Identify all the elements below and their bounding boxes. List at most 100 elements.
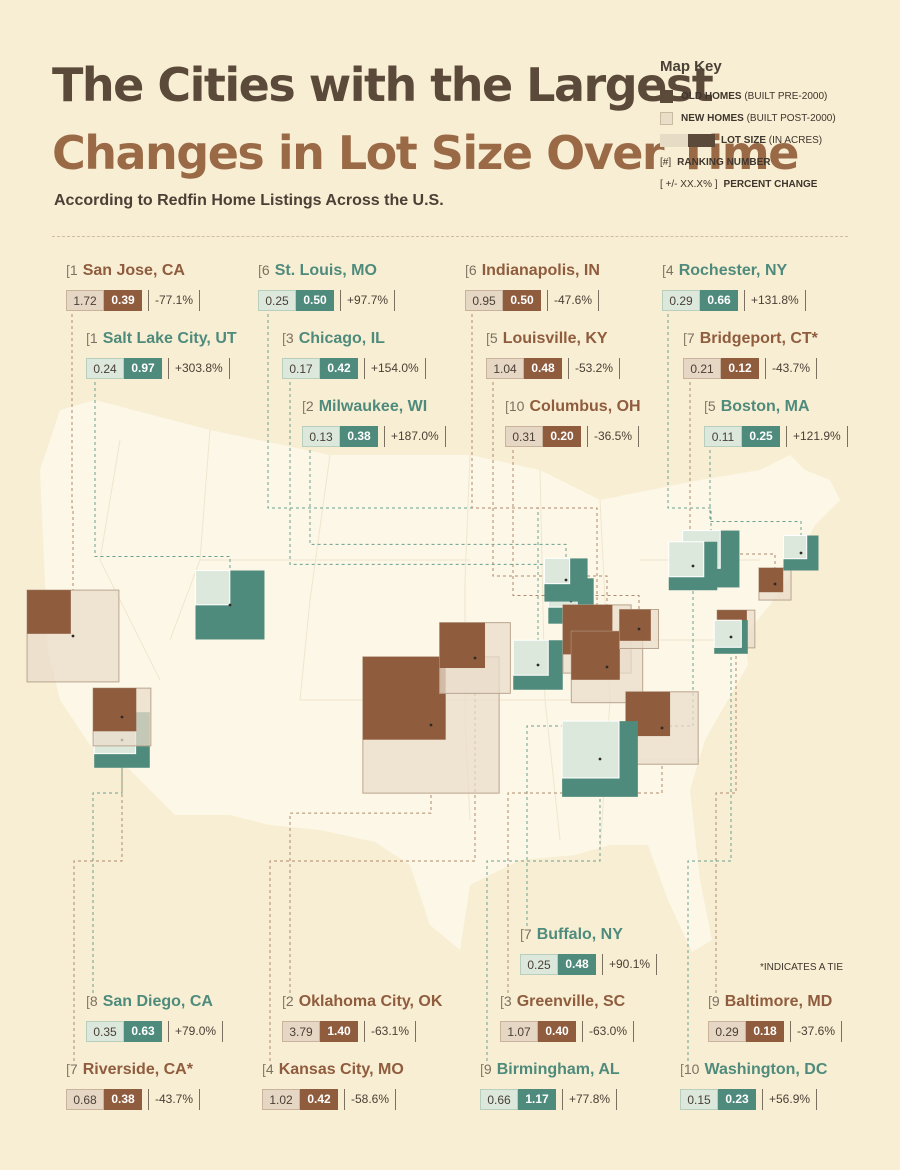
key-old-sub: (BUILT PRE-2000) — [744, 90, 828, 102]
rank-number: [2 — [302, 398, 314, 414]
percent-change: +187.0% — [384, 426, 446, 447]
marker-inner-square — [561, 720, 620, 779]
rank-number: [8 — [86, 993, 98, 1009]
lot-size-values: 1.02 0.42 -58.6% — [262, 1089, 404, 1110]
city-dot — [429, 723, 433, 727]
lot-size-values: 3.79 1.40 -63.1% — [282, 1021, 442, 1042]
city-name: [1 San Jose, CA — [66, 262, 200, 284]
old-lot-size: 0.15 — [680, 1089, 718, 1110]
city-dot — [564, 578, 568, 582]
leader-st-louis — [267, 308, 539, 641]
percent-change: -63.1% — [364, 1021, 417, 1042]
lot-size-values: 0.13 0.38 +187.0% — [302, 426, 446, 447]
new-lot-size: 0.63 — [124, 1021, 162, 1042]
city-label-san-diego: [8 San Diego, CA 0.35 0.63 +79.0% — [86, 993, 224, 1042]
leader-indianapolis — [471, 308, 598, 605]
marker-inner-square — [93, 688, 137, 732]
city-name-text: Chicago, IL — [298, 330, 385, 347]
lot-size-values: 0.35 0.63 +79.0% — [86, 1021, 224, 1042]
old-lot-size: 0.11 — [704, 426, 742, 447]
old-lot-size: 0.66 — [480, 1089, 518, 1110]
leader-salt-lake-city — [94, 376, 231, 571]
rank-number: [1 — [86, 330, 98, 346]
percent-change: -47.6% — [547, 290, 600, 311]
lot-size-swatch — [660, 133, 715, 147]
lot-size-values: 0.29 0.66 +131.8% — [662, 290, 806, 311]
city-name: [2 Oklahoma City, OK — [282, 993, 442, 1015]
city-name-text: San Jose, CA — [82, 262, 185, 279]
leader-columbus — [512, 444, 640, 610]
city-name: [3 Greenville, SC — [500, 993, 634, 1015]
rank-number: [7 — [66, 1061, 78, 1077]
old-lot-size: 1.72 — [66, 290, 104, 311]
city-label-baltimore: [9 Baltimore, MD 0.29 0.18 -37.6% — [708, 993, 843, 1042]
city-label-buffalo: [7 Buffalo, NY 0.25 0.48 +90.1% — [520, 926, 658, 975]
page-title-line1: The Cities with the Largest — [52, 58, 714, 112]
leader-san-jose — [71, 308, 74, 591]
city-name-text: Louisville, KY — [502, 330, 608, 347]
city-name: [6 St. Louis, MO — [258, 262, 395, 284]
city-label-louisville: [5 Louisville, KY 1.04 0.48 -53.2% — [486, 330, 621, 379]
marker-san-jose — [26, 589, 120, 683]
rank-number: [7 — [683, 330, 695, 346]
city-name-text: Baltimore, MD — [724, 993, 833, 1010]
key-pct-box: [ +/- XX.X% ] — [660, 178, 718, 190]
city-name-text: Salt Lake City, UT — [102, 330, 237, 347]
city-name-text: Oklahoma City, OK — [298, 993, 443, 1010]
old-homes-swatch — [660, 89, 673, 103]
marker-salt-lake-city — [195, 570, 265, 640]
city-label-washington: [10 Washington, DC 0.15 0.23 +56.9% — [680, 1061, 827, 1110]
new-lot-size: 0.50 — [296, 290, 334, 311]
tie-note: *INDICATES A TIE — [760, 962, 843, 973]
city-label-riverside: [7 Riverside, CA* 0.68 0.38 -43.7% — [66, 1061, 201, 1110]
city-name-text: Buffalo, NY — [536, 926, 623, 943]
city-dot — [71, 634, 75, 638]
key-lot-size: LOT SIZE (IN ACRES) — [660, 129, 890, 151]
marker-buffalo — [668, 541, 718, 591]
new-lot-size: 0.25 — [742, 426, 780, 447]
lot-size-values: 0.31 0.20 -36.5% — [505, 426, 641, 447]
marker-inner-square — [512, 639, 549, 676]
city-name: [9 Baltimore, MD — [708, 993, 842, 1015]
leader-rochester — [667, 308, 712, 531]
old-lot-size: 0.68 — [66, 1089, 104, 1110]
key-percent: [ +/- XX.X% ] PERCENT CHANGE — [660, 173, 890, 195]
lot-size-values: 0.15 0.23 +56.9% — [680, 1089, 827, 1110]
city-name: [4 Kansas City, MO — [262, 1061, 404, 1083]
new-lot-size: 0.40 — [538, 1021, 576, 1042]
city-name: [10 Washington, DC — [680, 1061, 827, 1083]
key-new-label: NEW HOMES — [681, 112, 744, 124]
percent-change: -43.7% — [765, 358, 818, 379]
percent-change: -63.0% — [582, 1021, 635, 1042]
city-label-kansas-city: [4 Kansas City, MO 1.02 0.42 -58.6% — [262, 1061, 404, 1110]
city-dot — [120, 715, 124, 719]
city-label-salt-lake-city: [1 Salt Lake City, UT 0.24 0.97 +303.8% — [86, 330, 237, 379]
key-rank-label: RANKING NUMBER — [677, 156, 771, 168]
new-lot-size: 0.38 — [340, 426, 378, 447]
city-name: [8 San Diego, CA — [86, 993, 223, 1015]
city-label-chicago: [3 Chicago, IL 0.17 0.42 +154.0% — [282, 330, 426, 379]
city-label-indianapolis: [6 Indianapolis, IN 0.95 0.50 -47.6% — [465, 262, 600, 311]
city-name: [6 Indianapolis, IN — [465, 262, 600, 284]
lot-size-values: 0.29 0.18 -37.6% — [708, 1021, 843, 1042]
marker-inner-square — [758, 567, 784, 593]
city-name: [9 Birmingham, AL — [480, 1061, 620, 1083]
rank-number: [10 — [505, 398, 525, 414]
marker-inner-square — [362, 656, 446, 740]
key-rank-box: [#] — [660, 156, 672, 168]
marker-inner-square — [571, 631, 620, 680]
leader-riverside — [73, 745, 123, 1061]
leader-milwaukee — [309, 444, 567, 559]
leader-boston — [709, 444, 802, 536]
key-old-homes: OLD HOMES (BUILT PRE-2000) — [660, 85, 890, 107]
new-lot-size: 0.48 — [524, 358, 562, 379]
city-dot — [729, 635, 733, 639]
city-name: [5 Boston, MA — [704, 398, 848, 420]
old-lot-size: 1.02 — [262, 1089, 300, 1110]
map-key: Map Key OLD HOMES (BUILT PRE-2000) NEW H… — [660, 58, 890, 195]
city-name: [4 Rochester, NY — [662, 262, 806, 284]
city-dot — [228, 603, 232, 607]
new-lot-size: 1.40 — [320, 1021, 358, 1042]
rank-number: [5 — [486, 330, 498, 346]
